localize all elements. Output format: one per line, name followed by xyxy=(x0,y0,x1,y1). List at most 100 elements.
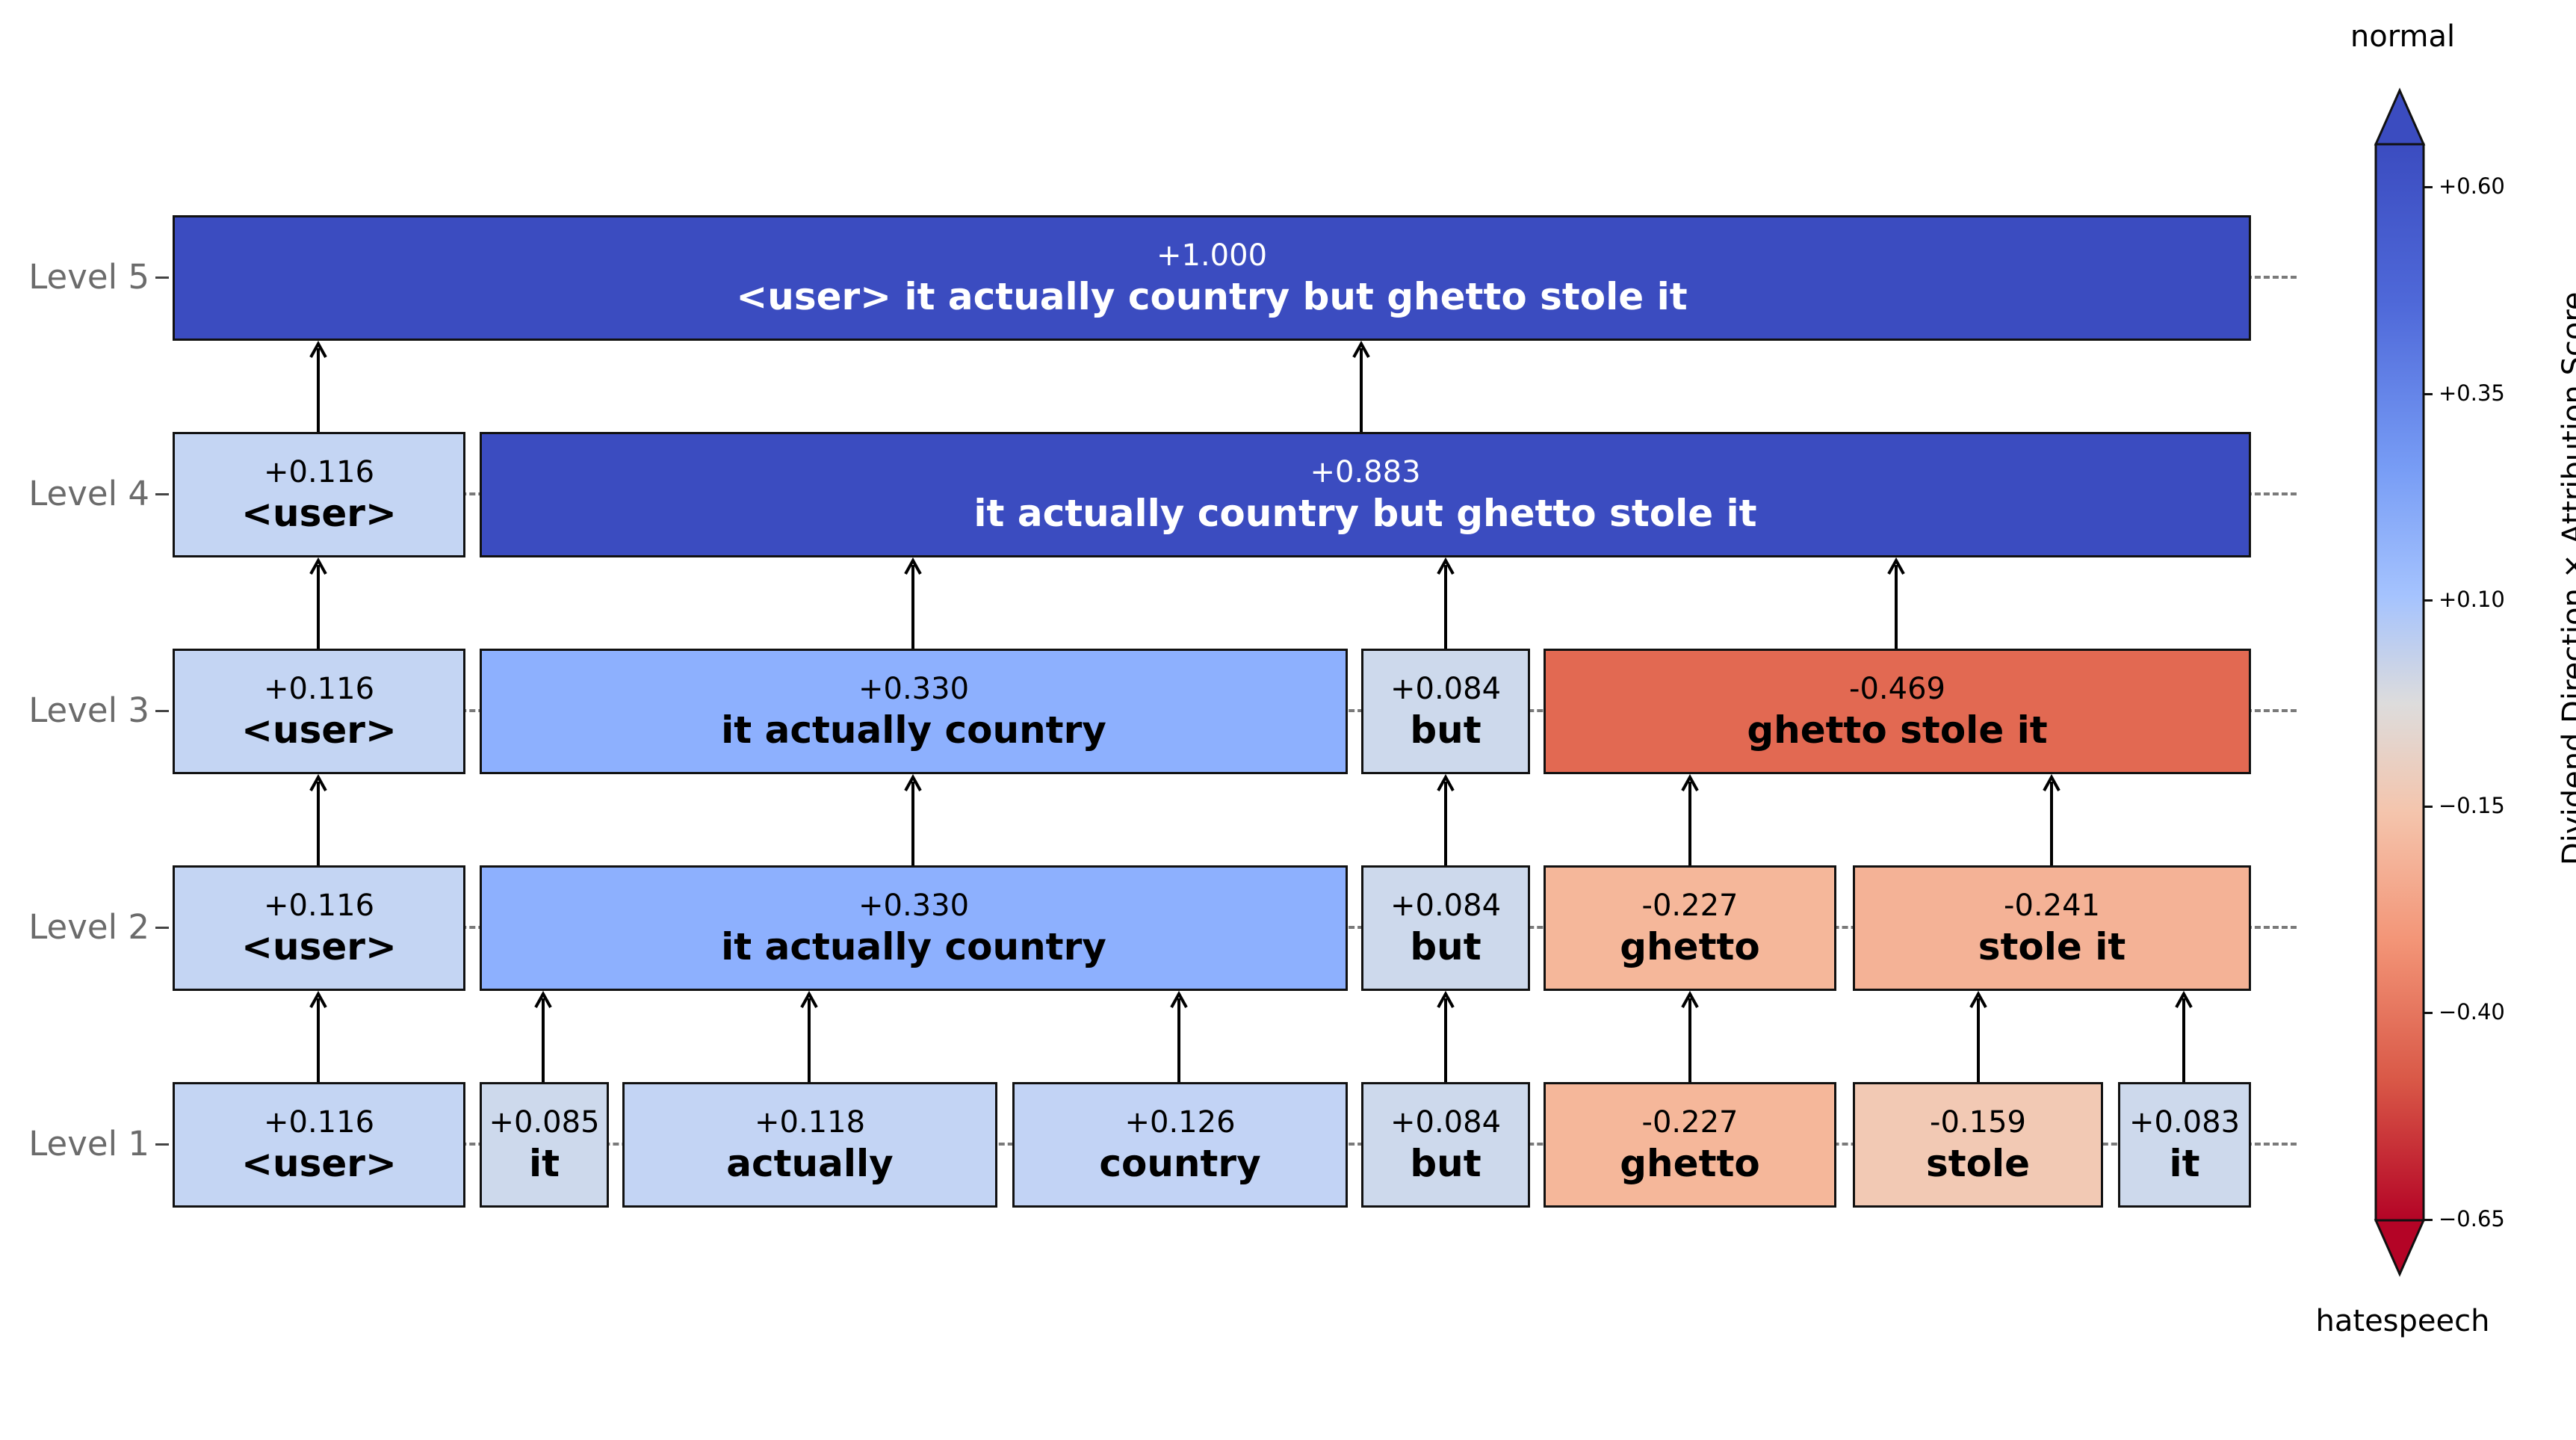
node-label: ghetto xyxy=(1620,1142,1760,1185)
node-l2-user: +0.116 <user> xyxy=(173,865,465,991)
node-score: -0.469 xyxy=(1849,672,1945,706)
node-label: but xyxy=(1410,925,1481,968)
arrow-head xyxy=(534,990,552,1008)
node-score: -0.159 xyxy=(1930,1105,2026,1140)
node-l2-stole-it: -0.241 stole it xyxy=(1853,865,2251,991)
node-score: +0.084 xyxy=(1390,1105,1502,1140)
node-score: +0.883 xyxy=(1310,455,1421,489)
arrow-head xyxy=(2043,773,2061,791)
colorbar-tick-label: −0.15 xyxy=(2439,793,2505,818)
node-l1-but: +0.084 but xyxy=(1361,1082,1530,1208)
level-label-3: Level 3 xyxy=(28,690,149,730)
colorbar-axis-label: Dividend Direction × Attribution Score xyxy=(2557,291,2576,866)
node-score: +1.000 xyxy=(1156,238,1268,273)
colorbar-tick-label: +0.10 xyxy=(2439,587,2505,612)
arrow-head xyxy=(309,773,327,791)
colorbar-bottom-label: hatespeech xyxy=(2315,1304,2490,1338)
node-l2-ghetto: -0.227 ghetto xyxy=(1544,865,1836,991)
node-l3-user: +0.116 <user> xyxy=(173,649,465,774)
arrow-head xyxy=(1352,340,1370,358)
node-label: ghetto stole it xyxy=(1747,708,2048,752)
level-label-2: Level 2 xyxy=(28,907,149,947)
node-score: +0.084 xyxy=(1390,672,1502,706)
node-label: it actually country xyxy=(721,925,1106,968)
node-score: +0.116 xyxy=(263,455,375,489)
node-score: +0.116 xyxy=(263,672,375,706)
level-tick xyxy=(155,710,169,712)
node-label: ghetto xyxy=(1620,925,1760,968)
node-l2-but: +0.084 but xyxy=(1361,865,1530,991)
arrow-head xyxy=(800,990,818,1008)
node-l1-it: +0.085 it xyxy=(480,1082,609,1208)
colorbar-lower-extension xyxy=(2374,1219,2426,1277)
arrow-head xyxy=(309,340,327,358)
colorbar-tick-label: +0.60 xyxy=(2439,173,2505,199)
level-label-1: Level 1 xyxy=(28,1124,149,1164)
arrow-head xyxy=(1887,557,1905,575)
node-label: <user> xyxy=(241,925,397,968)
node-score: +0.085 xyxy=(489,1105,600,1140)
node-label: country xyxy=(1099,1142,1261,1185)
colorbar-upper-extension xyxy=(2374,87,2426,146)
node-l3-ghetto-stole-it: -0.469 ghetto stole it xyxy=(1544,649,2251,774)
colorbar-tick xyxy=(2424,599,2433,602)
node-score: +0.083 xyxy=(2128,1105,2241,1140)
node-label: stole it xyxy=(1978,925,2126,968)
arrow-head xyxy=(904,773,922,791)
node-label: <user> xyxy=(241,492,397,535)
node-label: it actually country but ghetto stole it xyxy=(973,492,1757,535)
arrow-head xyxy=(1170,990,1188,1008)
level-tick xyxy=(155,927,169,929)
colorbar-tick xyxy=(2424,1219,2433,1221)
colorbar-tick xyxy=(2424,1012,2433,1014)
colorbar-gradient xyxy=(2374,143,2425,1222)
node-l5-full-sentence: +1.000 <user> it actually country but gh… xyxy=(173,215,2251,341)
arrow-head xyxy=(1681,990,1699,1008)
node-score: +0.116 xyxy=(263,889,375,923)
level-tick xyxy=(155,276,169,279)
node-l4-rest: +0.883 it actually country but ghetto st… xyxy=(480,432,2251,557)
arrow-head xyxy=(1437,990,1455,1008)
node-label: it xyxy=(528,1142,560,1185)
node-label: <user> xyxy=(241,1142,397,1185)
level-tick xyxy=(155,493,169,495)
node-l1-user: +0.116 <user> xyxy=(173,1082,465,1208)
node-l1-actually: +0.118 actually xyxy=(622,1082,997,1208)
arrow-head xyxy=(1437,557,1455,575)
node-label: but xyxy=(1410,708,1481,752)
colorbar-tick xyxy=(2424,186,2433,188)
node-label: actually xyxy=(726,1142,894,1185)
arrow-head xyxy=(309,557,327,575)
node-l2-it-actually-country: +0.330 it actually country xyxy=(480,865,1348,991)
arrow-head xyxy=(904,557,922,575)
arrow-head xyxy=(1969,990,1987,1008)
node-l1-it-last: +0.083 it xyxy=(2118,1082,2251,1208)
node-l1-ghetto: -0.227 ghetto xyxy=(1544,1082,1836,1208)
connector-arrows xyxy=(309,340,2193,1082)
node-score: -0.227 xyxy=(1641,1105,1739,1140)
node-score: +0.126 xyxy=(1124,1105,1236,1140)
node-score: +0.330 xyxy=(858,889,970,923)
level-label-5: Level 5 xyxy=(28,257,149,297)
colorbar-tick-label: −0.65 xyxy=(2439,1206,2505,1232)
arrow-head xyxy=(1681,773,1699,791)
colorbar-tick-label: −0.40 xyxy=(2439,999,2505,1025)
node-score: -0.241 xyxy=(2004,889,2100,923)
colorbar-tick xyxy=(2424,806,2433,808)
node-l4-user: +0.116 <user> xyxy=(173,432,465,557)
arrow-head xyxy=(309,990,327,1008)
node-label: <user> xyxy=(241,708,397,752)
node-label: it xyxy=(2169,1142,2200,1185)
colorbar-tick-label: +0.35 xyxy=(2439,380,2505,406)
node-label: but xyxy=(1410,1142,1481,1185)
node-score: +0.330 xyxy=(858,672,970,706)
colorbar-top-label: normal xyxy=(2350,19,2456,54)
node-label: <user> it actually country but ghetto st… xyxy=(736,275,1688,318)
arrow-head xyxy=(1437,773,1455,791)
colorbar xyxy=(2374,87,2426,1277)
arrow-head xyxy=(2175,990,2193,1008)
node-score: +0.116 xyxy=(263,1105,375,1140)
node-l3-but: +0.084 but xyxy=(1361,649,1530,774)
level-label-4: Level 4 xyxy=(28,474,149,513)
